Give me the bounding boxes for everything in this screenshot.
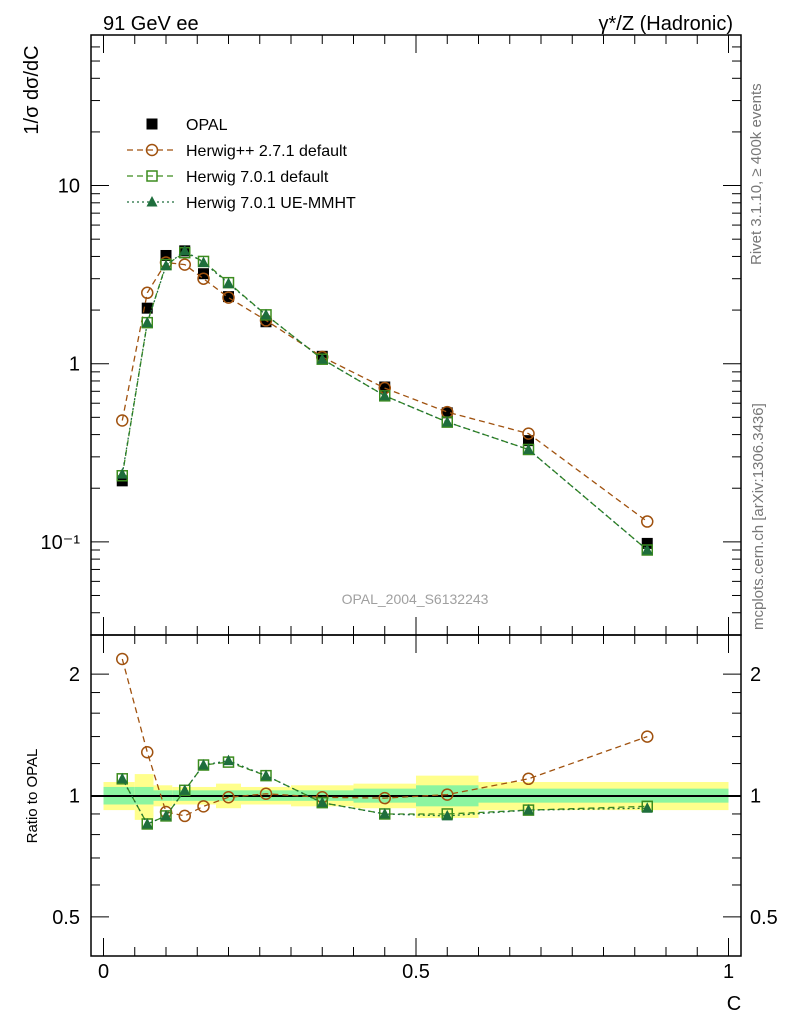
legend-marker-data — [146, 118, 158, 130]
legend-marker-hwpp — [145, 143, 159, 157]
series-line-hwpp — [121, 658, 648, 817]
data-point-hw7ue — [523, 443, 534, 454]
analysis-watermark: OPAL_2004_S6132243 — [342, 591, 489, 607]
data-point-data — [641, 537, 653, 549]
y-tick-label-main: 1 — [69, 354, 80, 376]
data-point-hwpp — [141, 746, 154, 759]
ratio-y-axis-label: Ratio to OPAL — [24, 749, 41, 844]
series-line-hw7ue — [121, 760, 648, 825]
data-point-hw7ue — [523, 804, 534, 815]
data-point-hw7ue — [641, 544, 653, 555]
y-tick-label-ratio-right: 1 — [750, 786, 761, 808]
legend-marker-hw7ue — [146, 196, 158, 207]
data-point-hw7ue — [141, 817, 153, 829]
legend-label-data: OPAL — [186, 117, 228, 134]
data-point-hw7ue — [198, 759, 209, 770]
data-point-hwpp — [259, 787, 273, 801]
data-point-hwpp — [522, 427, 535, 440]
data-point-hw7ue — [223, 277, 234, 288]
series-line-hwpp — [121, 261, 648, 523]
ratio-axis-ticks: 0.5 0.5 1 1 2 2 — [52, 664, 778, 929]
y-tick-label-ratio-left: 0.5 — [52, 907, 80, 929]
data-point-hw7ue — [160, 809, 172, 821]
data-point-hw7ue — [379, 389, 391, 401]
x-tick-label: 0.5 — [402, 961, 430, 983]
data-point-hw7ue — [260, 769, 272, 781]
x-axis-label: C — [727, 993, 741, 1015]
data-point-data — [160, 249, 172, 261]
header-channel-label: γ*/Z (Hadronic) — [599, 13, 733, 35]
data-point-data — [141, 302, 153, 314]
data-point-data — [441, 407, 453, 419]
data-point-hwpp — [378, 791, 391, 805]
data-point-hw7ue — [223, 754, 234, 766]
series-line-hw7ue — [121, 250, 648, 551]
series-line-hw7 — [121, 251, 648, 551]
data-point-data — [379, 381, 391, 393]
data-point-hw7ue — [441, 809, 453, 821]
data-point-hwpp — [178, 258, 191, 271]
data-point-hwpp — [222, 291, 235, 304]
data-point-hw7ue — [316, 796, 328, 808]
legend-label-hw7ue: Herwig 7.0.1 UE-MMHT — [186, 195, 356, 212]
data-point-data — [523, 435, 534, 447]
x-tick-label: 0 — [98, 961, 109, 983]
data-point-hwpp — [197, 272, 210, 285]
rivet-version-label: Rivet 3.1.10, ≥ 400k events — [748, 83, 765, 265]
mcplots-credit-label: mcplots.cern.ch [arXiv:1306.3436] — [750, 403, 767, 630]
data-point-hw7ue — [441, 416, 453, 427]
ratio-series-layer — [116, 652, 654, 830]
data-point-hw7ue — [141, 316, 153, 328]
y-tick-label-ratio-right: 2 — [750, 664, 761, 686]
y-tick-label-ratio-right: 0.5 — [750, 907, 778, 929]
data-point-hw7ue — [379, 807, 391, 819]
main-y-axis-label: 1/σ dσ/dC — [21, 45, 43, 134]
y-tick-label-main: 10⁻¹ — [41, 532, 81, 554]
data-point-hwpp — [641, 730, 654, 743]
x-axis-ticks: 0 0.5 1 — [98, 35, 734, 983]
legend: OPAL Herwig++ 2.7.1 default Herwig 7.0.1 d… — [127, 117, 356, 212]
series-line-hw7 — [121, 761, 648, 825]
data-point-hw7ue — [641, 802, 653, 813]
ratio-plot-frame — [90, 634, 742, 957]
data-point-hw7ue — [179, 244, 191, 256]
legend-marker-hw7 — [146, 170, 158, 182]
legend-label-hwpp: Herwig++ 2.7.1 default — [186, 143, 348, 160]
data-point-hw7ue — [160, 259, 172, 271]
data-point-hwpp — [116, 414, 129, 427]
x-tick-label: 1 — [723, 961, 734, 983]
legend-label-hw7: Herwig 7.0.1 default — [186, 169, 329, 186]
data-point-hw7ue — [316, 353, 328, 364]
data-point-hw7ue — [116, 772, 128, 784]
y-tick-label-ratio-left: 2 — [69, 664, 80, 686]
data-point-hwpp — [178, 809, 191, 823]
data-point-data — [260, 316, 272, 328]
data-point-data — [223, 291, 234, 303]
data-point-hwpp — [197, 800, 210, 813]
data-point-hwpp — [441, 788, 454, 801]
y-tick-label-ratio-left: 1 — [69, 786, 80, 808]
data-point-hw7ue — [116, 468, 128, 479]
data-point-hw7ue — [179, 784, 191, 795]
data-point-hwpp — [641, 515, 654, 528]
data-point-hwpp — [116, 652, 129, 666]
main-series-layer — [116, 244, 654, 556]
header-process-label: 91 GeV ee — [103, 13, 199, 35]
data-point-hwpp — [141, 286, 154, 300]
data-point-hwpp — [522, 772, 535, 786]
data-point-hw7ue — [260, 308, 272, 320]
y-tick-label-main: 10 — [58, 176, 80, 198]
data-point-hw7ue — [198, 256, 209, 267]
data-point-hwpp — [222, 791, 235, 804]
